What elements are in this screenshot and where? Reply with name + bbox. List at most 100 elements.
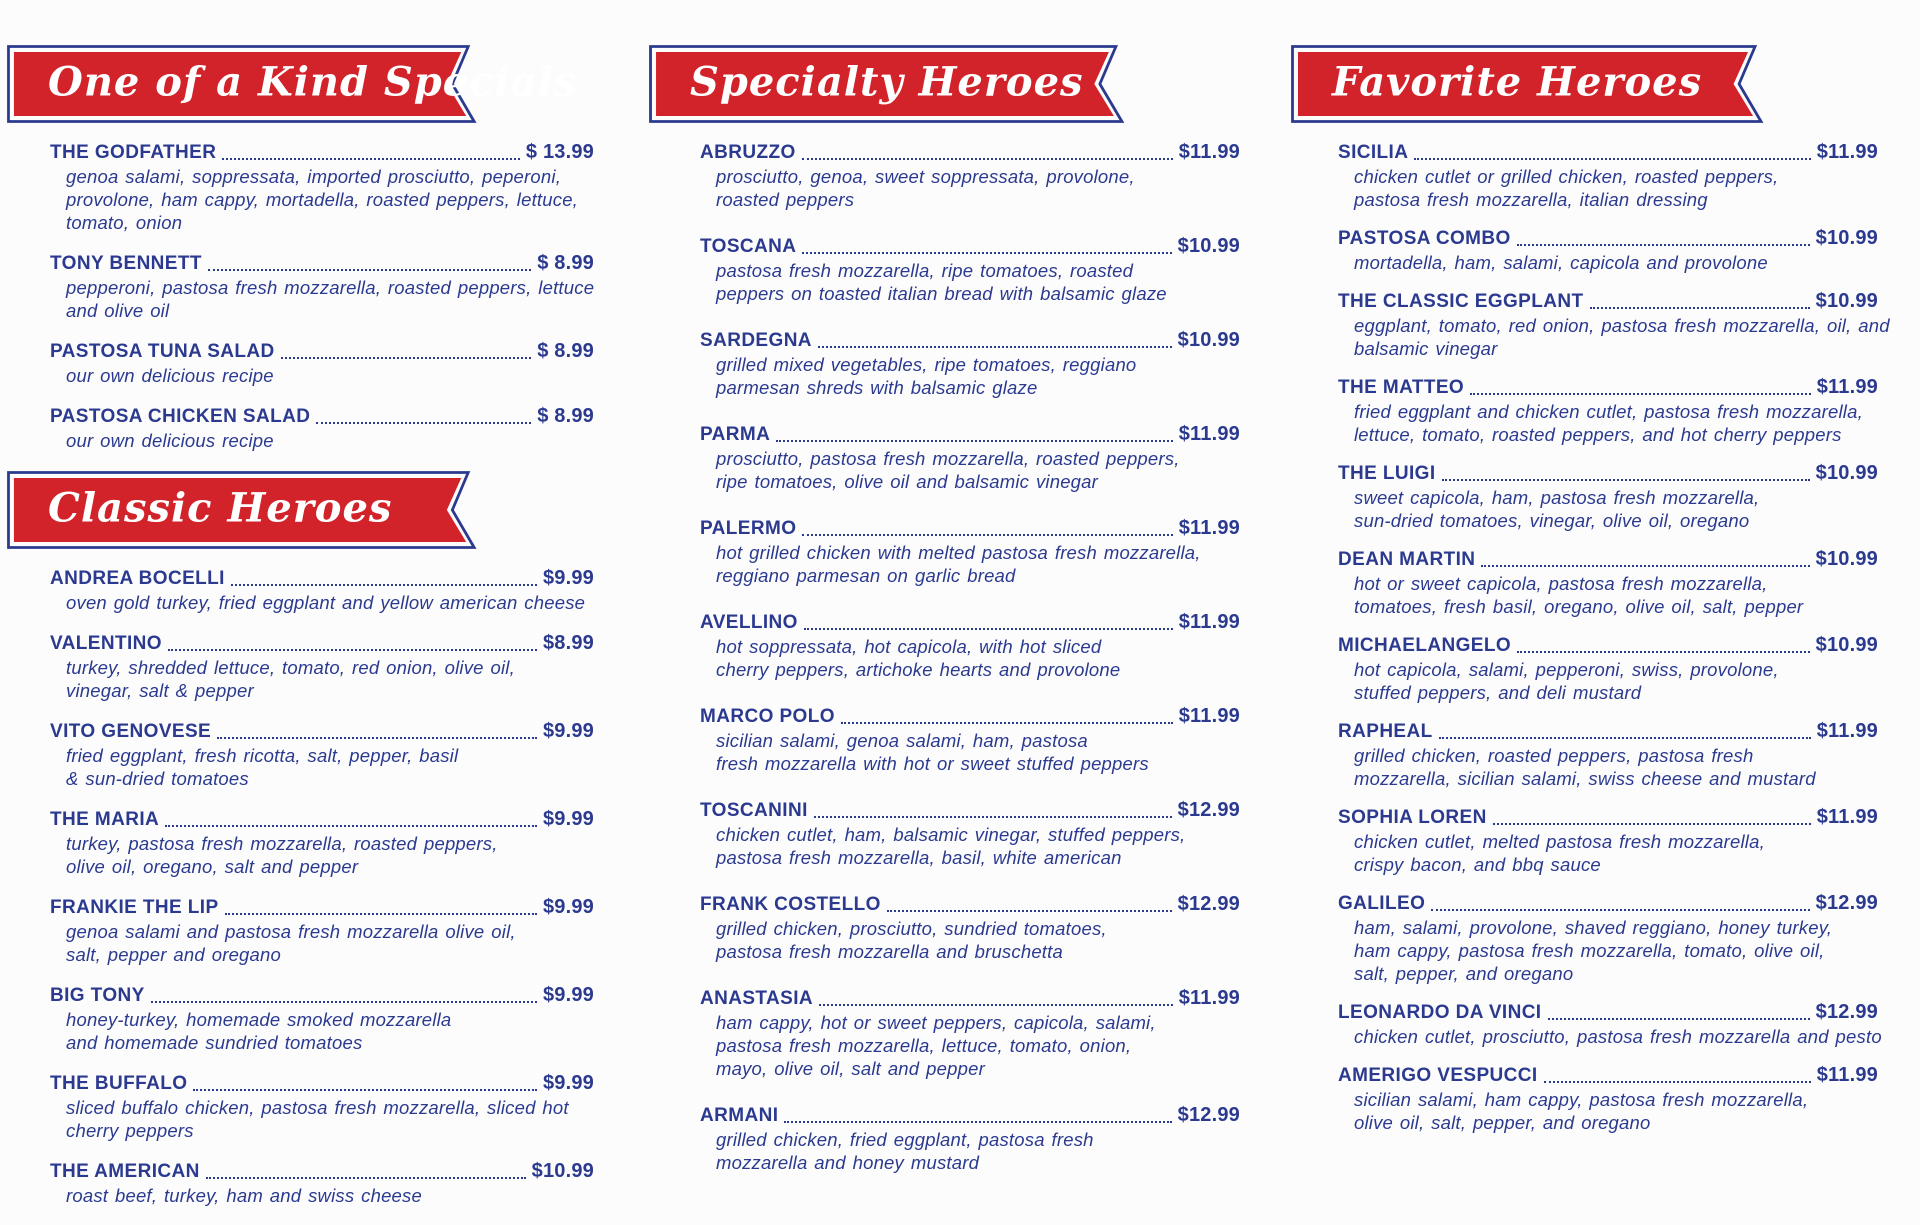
menu-item: BIG TONY $9.99 honey-turkey, homemade smok…: [50, 984, 594, 1054]
item-description-line: fried eggplant, fresh ricotta, salt, pep…: [66, 745, 459, 766]
item-description-line: fresh mozzarella with hot or sweet stuff…: [716, 753, 1149, 774]
menu-item: THE BUFFALO $9.99 sliced buffalo chicken, …: [50, 1072, 594, 1142]
menu-item: TONY BENNETT $ 8.99 pepperoni, pastosa fre…: [50, 252, 594, 322]
item-price: $ 8.99: [537, 340, 594, 362]
item-description-line: salt, pepper and oregano: [66, 944, 282, 965]
item-price: $10.99: [531, 1160, 594, 1182]
item-price: $10.99: [1177, 235, 1240, 257]
item-description-line: hot capicola, salami, pepperoni, swiss, …: [1354, 659, 1779, 680]
item-description: chicken cutlet, ham, balsamic vinegar, s…: [700, 823, 1240, 869]
item-description: fried eggplant and chicken cutlet, pasto…: [1338, 400, 1878, 446]
menu-column-left: One of a Kind Specials THE GODFATHER $ 13…: [6, 44, 594, 1225]
item-name: PASTOSA CHICKEN SALAD: [50, 406, 311, 427]
item-description-line: lettuce, tomato, roasted peppers, and ho…: [1354, 424, 1842, 445]
item-description-line: ham cappy, hot or sweet peppers, capicol…: [716, 1012, 1156, 1033]
item-description-line: ham, salami, provolone, shaved reggiano,…: [1354, 917, 1833, 938]
item-name: PALERMO: [700, 518, 797, 539]
item-name: ARMANI: [700, 1105, 779, 1126]
section-banner-one-of-a-kind-specials: One of a Kind Specials: [6, 44, 576, 124]
item-name: SICILIA: [1338, 142, 1409, 163]
item-description-line: pastosa fresh mozzarella, italian dressi…: [1354, 189, 1708, 210]
item-description: sicilian salami, genoa salami, ham, past…: [700, 729, 1240, 775]
item-name: TONY BENNETT: [50, 253, 202, 274]
dotted-leader: [1481, 565, 1810, 567]
item-description: fried eggplant, fresh ricotta, salt, pep…: [50, 744, 594, 790]
item-price: $12.99: [1815, 892, 1878, 914]
item-price: $9.99: [542, 808, 594, 830]
item-description-line: olive oil, oregano, salt and pepper: [66, 856, 359, 877]
dotted-leader: [1438, 737, 1811, 739]
menu-item: ANASTASIA $11.99 ham cappy, hot or sweet p…: [700, 987, 1240, 1080]
item-description-line: crispy bacon, and bbq sauce: [1354, 854, 1601, 875]
menu-item: AVELLINO $11.99 hot soppressata, hot capic…: [700, 611, 1240, 681]
item-name: THE AMERICAN: [50, 1161, 200, 1182]
menu-item: PASTOSA CHICKEN SALAD $ 8.99 our own delic…: [50, 405, 594, 452]
dotted-leader: [817, 346, 1172, 348]
menu-item: LEONARDO DA VINCI $12.99 chicken cutlet, p…: [1338, 1001, 1882, 1048]
item-price: $8.99: [542, 632, 594, 654]
item-description-line: sicilian salami, ham cappy, pastosa fres…: [1354, 1089, 1809, 1110]
dotted-leader: [1470, 393, 1811, 395]
item-description: ham, salami, provolone, shaved reggiano,…: [1338, 916, 1878, 985]
item-name: THE BUFFALO: [50, 1073, 188, 1094]
item-row: AVELLINO $11.99: [700, 611, 1240, 634]
item-row: PASTOSA CHICKEN SALAD $ 8.99: [50, 405, 594, 428]
item-price: $11.99: [1178, 611, 1240, 633]
item-description-line: grilled chicken, roasted peppers, pastos…: [1354, 745, 1754, 766]
item-description: hot grilled chicken with melted pastosa …: [700, 541, 1240, 587]
item-description: pepperoni, pastosa fresh mozzarella, roa…: [50, 276, 594, 322]
item-row: TOSCANINI $12.99: [700, 799, 1240, 822]
item-name: BIG TONY: [50, 985, 145, 1006]
item-row: PASTOSA COMBO $10.99: [1338, 227, 1878, 250]
item-name: MARCO POLO: [700, 706, 835, 727]
item-description-line: roast beef, turkey, ham and swiss cheese: [66, 1185, 422, 1206]
menu-item: SICILIA $11.99 chicken cutlet or grilled c…: [1338, 141, 1878, 211]
item-price: $12.99: [1815, 1001, 1878, 1023]
dotted-leader: [813, 816, 1172, 818]
item-row: THE MATTEO $11.99: [1338, 376, 1878, 399]
item-description-line: & sun-dried tomatoes: [66, 768, 249, 789]
ribbon-outline: [1291, 45, 1764, 123]
item-row: RAPHEAL $11.99: [1338, 720, 1878, 743]
item-price: $10.99: [1815, 462, 1878, 484]
item-name: RAPHEAL: [1338, 721, 1433, 742]
dotted-leader: [165, 825, 537, 827]
menu-item: AMERIGO VESPUCCI $11.99 sicilian salami, h…: [1338, 1064, 1878, 1134]
dotted-leader: [193, 1089, 537, 1091]
item-description-line: prosciutto, genoa, sweet soppressata, pr…: [716, 166, 1135, 187]
item-price: $11.99: [1816, 806, 1878, 828]
dotted-leader: [150, 1001, 537, 1003]
menu-item: PASTOSA COMBO $10.99 mortadella, ham, sala…: [1338, 227, 1878, 274]
item-name: THE GODFATHER: [50, 142, 217, 163]
item-description: chicken cutlet, prosciutto, pastosa fres…: [1338, 1025, 1882, 1048]
ribbon-banner-shape: [7, 471, 477, 549]
item-description-line: and olive oil: [66, 300, 170, 321]
item-price: $12.99: [1177, 1104, 1240, 1126]
item-description: hot or sweet capicola, pastosa fresh moz…: [1338, 572, 1878, 618]
item-name: PASTOSA COMBO: [1338, 228, 1511, 249]
item-name: PARMA: [700, 424, 771, 445]
item-price: $9.99: [542, 896, 594, 918]
item-row: VITO GENOVESE $9.99: [50, 720, 594, 743]
item-name: LEONARDO DA VINCI: [1338, 1002, 1542, 1023]
item-price: $11.99: [1178, 517, 1240, 539]
ribbon-fill: [13, 478, 467, 542]
item-description-line: eggplant, tomato, red onion, pastosa fre…: [1354, 315, 1890, 336]
item-description-line: fried eggplant and chicken cutlet, pasto…: [1354, 401, 1863, 422]
item-name: AMERIGO VESPUCCI: [1338, 1065, 1538, 1086]
item-price: $9.99: [542, 567, 594, 589]
dotted-leader: [840, 722, 1173, 724]
menu-item: VITO GENOVESE $9.99 fried eggplant, fresh …: [50, 720, 594, 790]
item-row: ABRUZZO $11.99: [700, 141, 1240, 164]
item-description-line: mozzarella and honey mustard: [716, 1152, 980, 1173]
item-description-line: our own delicious recipe: [66, 365, 274, 386]
item-price: $10.99: [1815, 548, 1878, 570]
item-description: genoa salami and pastosa fresh mozzarell…: [50, 920, 594, 966]
section-items: ANDREA BOCELLI $9.99 oven gold turkey, fri…: [6, 550, 594, 1207]
item-description: hot soppressata, hot capicola, with hot …: [700, 635, 1240, 681]
item-description-line: chicken cutlet or grilled chicken, roast…: [1354, 166, 1779, 187]
dotted-leader: [784, 1121, 1172, 1123]
item-row: AMERIGO VESPUCCI $11.99: [1338, 1064, 1878, 1087]
item-description-line: oven gold turkey, fried eggplant and yel…: [66, 592, 586, 613]
item-description: genoa salami, soppressata, imported pros…: [50, 165, 594, 234]
